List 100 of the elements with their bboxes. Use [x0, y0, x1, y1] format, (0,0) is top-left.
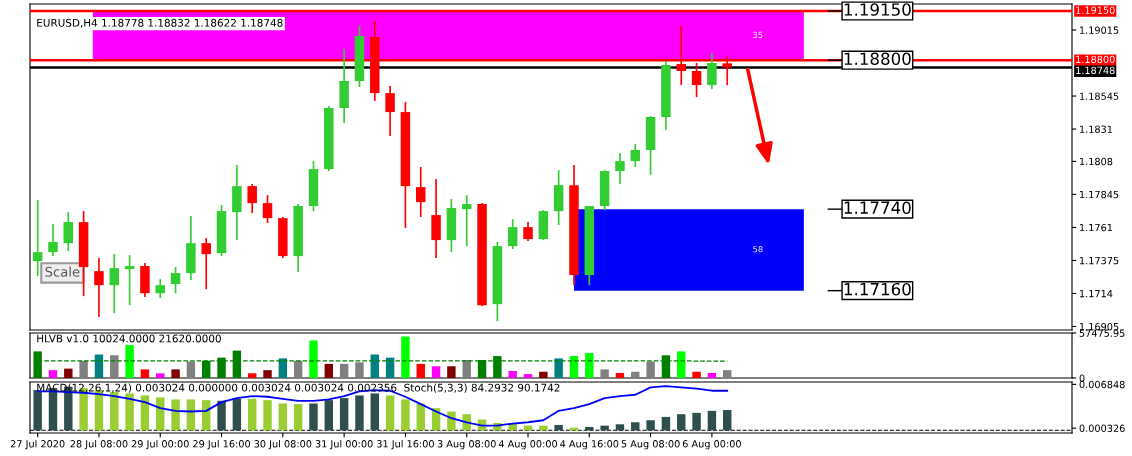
bar — [247, 398, 257, 431]
line-series — [36, 385, 729, 427]
band-label: 35 — [753, 31, 763, 39]
bar — [370, 393, 379, 431]
y-tick-label: 1.19015 — [1080, 26, 1119, 34]
bar — [324, 363, 334, 378]
ref-line-label: 1.18800 — [844, 52, 911, 66]
bar — [646, 361, 655, 378]
bar — [339, 398, 349, 431]
y-tick-label: 1.17375 — [1080, 256, 1119, 265]
candlestick — [262, 194, 273, 224]
bar — [48, 370, 58, 378]
y-tick-label: 0.000326 — [1079, 424, 1125, 432]
candlestick — [385, 85, 395, 137]
candlestick — [461, 194, 472, 247]
ref-line-label: 1.17160 — [844, 282, 911, 296]
bar — [661, 416, 671, 431]
bar — [692, 371, 701, 378]
x-tick-label: 27 Jul 2020 — [10, 439, 65, 450]
bar — [186, 361, 196, 378]
bar — [447, 366, 456, 378]
bar — [370, 354, 379, 378]
bar — [125, 393, 134, 431]
bar — [401, 336, 410, 378]
bar — [355, 395, 364, 431]
x-tick-label: 29 Jul 16:00 — [193, 439, 251, 450]
bar — [79, 360, 88, 378]
bar — [677, 351, 686, 378]
bar — [585, 426, 594, 431]
bar — [600, 425, 609, 431]
bar — [309, 340, 318, 378]
candlestick — [124, 254, 135, 306]
y-tick-label: 1.17845 — [1080, 190, 1119, 199]
candlestick — [109, 253, 120, 314]
x-tick-label: 31 Jul 16:00 — [377, 439, 434, 450]
candlestick — [201, 237, 211, 290]
bar — [156, 397, 165, 431]
x-tick-label: 3 Aug 08:00 — [437, 440, 496, 450]
bar — [416, 363, 425, 378]
bar — [462, 359, 471, 378]
ref-line-label: 1.18800 — [1076, 55, 1115, 64]
bar — [585, 352, 594, 378]
candlestick — [63, 211, 74, 253]
bar — [646, 420, 655, 431]
bar — [263, 370, 272, 378]
bar — [156, 373, 165, 378]
x-tick-label: 29 Jul 00:00 — [131, 439, 189, 450]
bar — [324, 400, 334, 431]
bar — [401, 399, 410, 431]
candlestick — [507, 218, 518, 250]
bar — [600, 369, 609, 378]
candlestick — [32, 199, 43, 278]
bar — [723, 370, 732, 378]
bar — [232, 398, 242, 431]
bar — [339, 363, 349, 378]
y-tick-label: 1.18545 — [1080, 92, 1119, 100]
y-tick-label: 0.006848 — [1079, 380, 1125, 389]
candlestick — [170, 266, 181, 295]
bar — [186, 399, 196, 431]
bar — [523, 374, 533, 378]
ref-line-label: 1.17740 — [844, 201, 911, 214]
y-tick-label: 1.16905 — [1080, 322, 1119, 331]
bar — [723, 410, 732, 431]
bar — [278, 358, 288, 378]
bar — [385, 357, 395, 378]
ref-line-label: 1.18748 — [1076, 66, 1115, 75]
bar — [355, 362, 364, 378]
bar — [631, 371, 640, 378]
x-tick-label: 5 Aug 08:00 — [621, 440, 680, 450]
ref-line-label: 1.19150 — [844, 3, 911, 16]
bar — [278, 403, 288, 431]
x-tick-label: 31 Jul 00:00 — [315, 439, 373, 450]
y-tick-label: 57475.95 — [1079, 329, 1125, 337]
candlestick — [416, 166, 426, 218]
bar — [64, 368, 73, 378]
bar — [539, 425, 548, 431]
bar — [539, 371, 548, 378]
y-tick-label: 1.1714 — [1080, 290, 1113, 298]
candlestick — [247, 183, 257, 214]
candlestick — [630, 143, 641, 168]
bar — [247, 373, 257, 378]
y-tick-label: 1.1808 — [1080, 157, 1113, 166]
bar — [140, 369, 150, 378]
y-tick-label: 1.1761 — [1080, 223, 1113, 232]
candlestick — [48, 223, 58, 257]
bar — [707, 410, 717, 431]
candlestick — [691, 62, 702, 98]
bar — [692, 412, 701, 431]
bar — [569, 356, 579, 378]
x-tick-label: 28 Jul 08:00 — [70, 439, 128, 450]
chart-title: HLVB v1.0 10024.0000 21620.0000 — [37, 334, 221, 343]
bar — [447, 411, 456, 431]
bar — [110, 355, 119, 378]
bar — [707, 372, 717, 378]
annotation: Scale — [45, 266, 80, 277]
chart-title: MACD(12,26,1,24) 0.003024 0.000000 0.003024 0.003024 0.002356 Stoch(5,3,3) 84.2932 90.1742 — [37, 383, 560, 393]
x-tick-label: 4 Aug 00:00 — [498, 440, 558, 450]
candlestick — [155, 278, 165, 299]
x-tick-label: 6 Aug 00:00 — [682, 440, 741, 450]
bar — [125, 345, 134, 378]
